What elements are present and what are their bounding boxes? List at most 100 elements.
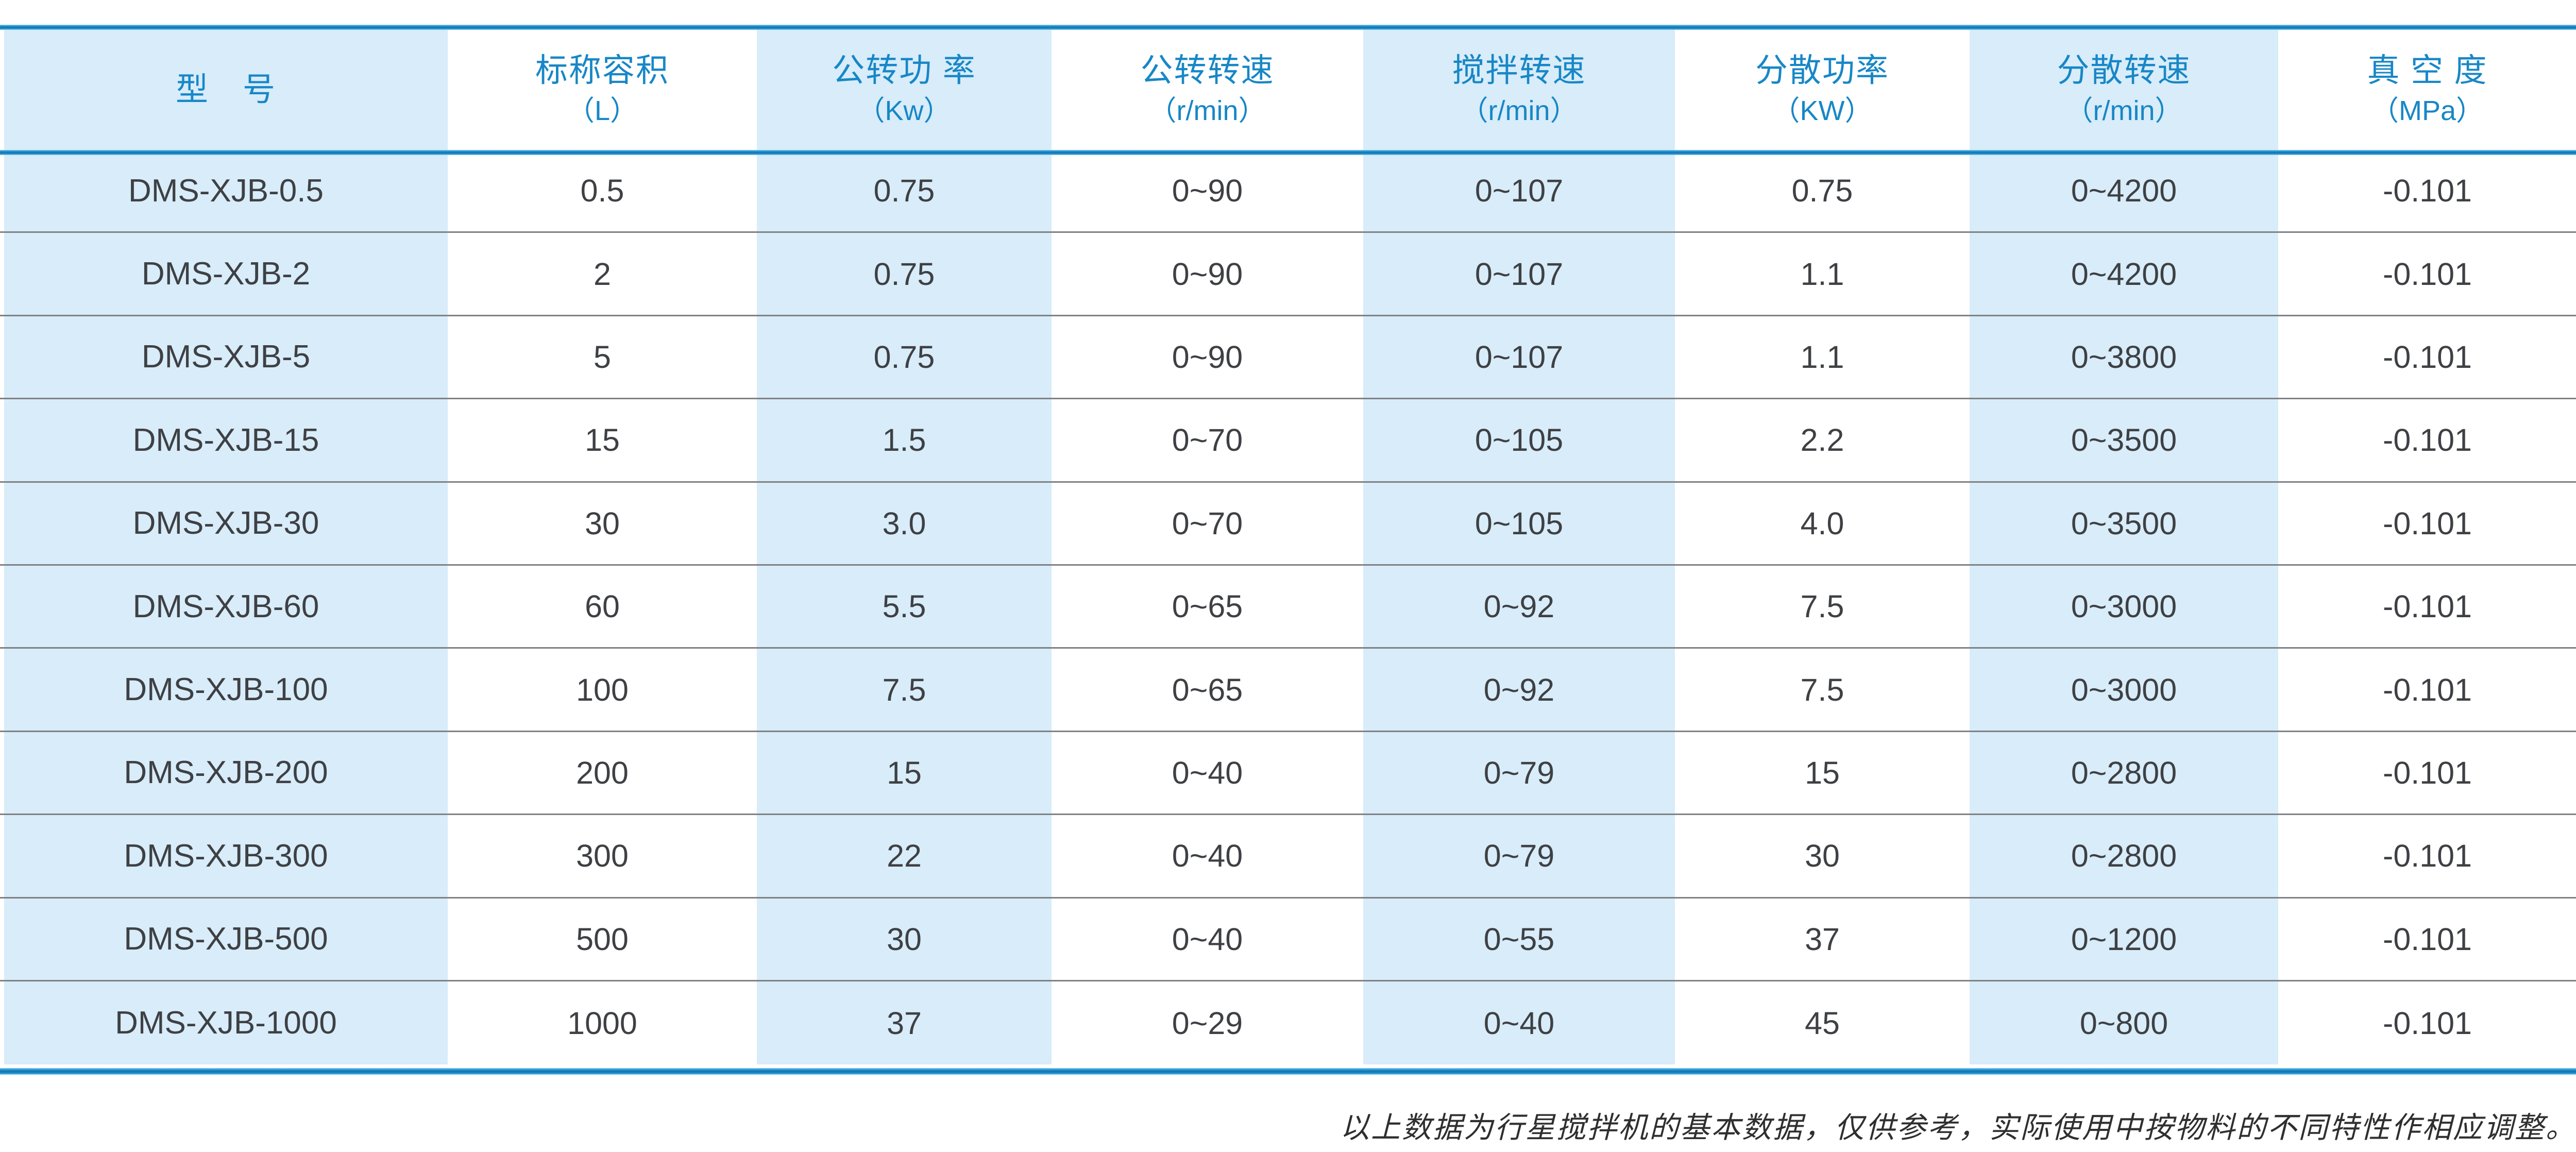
value-cell: 0~92 [1363, 649, 1675, 731]
header-unit: （KW） [1772, 95, 1873, 127]
value-cell: 0~107 [1363, 233, 1675, 315]
value-cell: 0~3000 [1970, 565, 2278, 648]
header-title: 真 空 度 [2367, 53, 2488, 89]
value-cell: -0.101 [2383, 256, 2472, 292]
value-cell: 0~70 [1172, 505, 1243, 541]
value-cell: 0~105 [1363, 482, 1675, 564]
value-cell: 60 [585, 589, 620, 624]
table-row: DMS-XJB-15 15 1.5 0~70 0~105 2.2 0~3500 -0.101 [0, 399, 2576, 483]
value-cell: 15 [1805, 755, 1840, 790]
value-cell: 0~79 [1363, 815, 1675, 897]
value-cell: 5.5 [757, 565, 1052, 648]
header-unit: （L） [566, 95, 638, 127]
value-cell: 0~55 [1363, 898, 1675, 980]
header-title: 公转转速 [1140, 53, 1275, 89]
table-row: DMS-XJB-2 2 0.75 0~90 0~107 1.1 0~4200 -0.101 [0, 233, 2576, 316]
header-title: 标称容积 [535, 53, 669, 89]
model-cell: DMS-XJB-15 [0, 399, 448, 481]
model-cell: DMS-XJB-100 [0, 649, 448, 731]
value-cell: 3.0 [757, 482, 1052, 564]
header-cell-4: 搅拌转速 （r/min） [1363, 30, 1675, 150]
value-cell: 0~90 [1172, 256, 1243, 292]
table-row: DMS-XJB-200 200 15 0~40 0~79 15 0~2800 -0.101 [0, 732, 2576, 816]
value-cell: 0.75 [757, 316, 1052, 398]
value-cell: 0~107 [1363, 150, 1675, 232]
value-cell: 200 [576, 755, 629, 790]
value-cell: 5 [594, 339, 611, 375]
header-cell-6: 分散转速 （r/min） [1970, 30, 2278, 150]
table-bottom-border [0, 1068, 2576, 1075]
table-header-row: 型 号 标称容积 （L） 公转功 率 （Kw） 公转转速 （r/min） 搅拌转速 （r/min… [0, 30, 2576, 150]
table-row: DMS-XJB-5 5 0.75 0~90 0~107 1.1 0~3800 -0.101 [0, 316, 2576, 400]
value-cell: 1000 [567, 1005, 637, 1041]
value-cell: 30 [757, 898, 1052, 980]
model-cell: DMS-XJB-5 [0, 316, 448, 398]
value-cell: 0~2800 [1970, 815, 2278, 897]
model-cell: DMS-XJB-1000 [0, 981, 448, 1065]
table-row: DMS-XJB-100 100 7.5 0~65 0~92 7.5 0~3000 -0.101 [0, 649, 2576, 732]
value-cell: 37 [1805, 921, 1840, 957]
header-title: 分散转速 [2057, 53, 2191, 89]
value-cell: 0~40 [1172, 921, 1243, 957]
value-cell: -0.101 [2383, 173, 2472, 209]
value-cell: 30 [1805, 838, 1840, 874]
value-cell: 7.5 [1800, 672, 1844, 707]
table-top-border [0, 25, 2576, 30]
value-cell: -0.101 [2383, 589, 2472, 624]
value-cell: 0.5 [580, 173, 624, 209]
header-title: 公转功 率 [832, 53, 976, 89]
value-cell: 0~3800 [1970, 316, 2278, 398]
value-cell: 0~105 [1363, 399, 1675, 481]
value-cell: 0~3500 [1970, 399, 2278, 481]
model-cell: DMS-XJB-200 [0, 732, 448, 814]
value-cell: 300 [576, 838, 629, 874]
value-cell: 0~65 [1172, 672, 1243, 707]
value-cell: 500 [576, 921, 629, 957]
value-cell: -0.101 [2383, 755, 2472, 790]
value-cell: 0.75 [1791, 173, 1853, 209]
header-cell-0: 型 号 [0, 30, 448, 150]
planetary-mixer-spec-table: 型 号 标称容积 （L） 公转功 率 （Kw） 公转转速 （r/min） 搅拌转速 （r/min… [0, 30, 2576, 1065]
value-cell: -0.101 [2383, 1005, 2472, 1041]
model-cell: DMS-XJB-30 [0, 482, 448, 564]
value-cell: 0.75 [757, 150, 1052, 232]
value-cell: 1.1 [1800, 339, 1844, 375]
table-row: DMS-XJB-500 500 30 0~40 0~55 37 0~1200 -0.101 [0, 898, 2576, 981]
value-cell: -0.101 [2383, 505, 2472, 541]
table-row: DMS-XJB-1000 1000 37 0~29 0~40 45 0~800 -0.101 [0, 981, 2576, 1065]
header-cell-1: 标称容积 （L） [448, 30, 757, 150]
value-cell: 0~4200 [1970, 233, 2278, 315]
value-cell: 7.5 [1800, 589, 1844, 624]
table-body: DMS-XJB-0.5 0.5 0.75 0~90 0~107 0.75 0~4200 -0.… [0, 150, 2576, 1065]
header-cell-7: 真 空 度 （MPa） [2278, 30, 2576, 150]
value-cell: 1.1 [1800, 256, 1844, 292]
value-cell: 0~1200 [1970, 898, 2278, 980]
value-cell: 2.2 [1800, 422, 1844, 458]
header-title: 型 号 [176, 71, 276, 108]
header-unit: （Kw） [857, 95, 952, 127]
value-cell: 0~90 [1172, 173, 1243, 209]
header-unit: （r/min） [1148, 95, 1266, 127]
model-cell: DMS-XJB-300 [0, 815, 448, 897]
header-cell-3: 公转转速 （r/min） [1052, 30, 1363, 150]
table-row: DMS-XJB-0.5 0.5 0.75 0~90 0~107 0.75 0~4200 -0.… [0, 150, 2576, 233]
value-cell: 15 [757, 732, 1052, 814]
model-cell: DMS-XJB-60 [0, 565, 448, 648]
value-cell: 0~92 [1363, 565, 1675, 648]
value-cell: 7.5 [757, 649, 1052, 731]
model-cell: DMS-XJB-2 [0, 233, 448, 315]
value-cell: 0~40 [1363, 981, 1675, 1065]
value-cell: 0~4200 [1970, 150, 2278, 232]
value-cell: -0.101 [2383, 672, 2472, 707]
header-unit: （r/min） [1460, 95, 1578, 127]
header-cell-2: 公转功 率 （Kw） [757, 30, 1052, 150]
model-cell: DMS-XJB-0.5 [0, 150, 448, 232]
value-cell: 0.75 [757, 233, 1052, 315]
value-cell: 0~90 [1172, 339, 1243, 375]
model-cell: DMS-XJB-500 [0, 898, 448, 980]
value-cell: 2 [594, 256, 611, 292]
value-cell: 0~65 [1172, 589, 1243, 624]
table-row: DMS-XJB-30 30 3.0 0~70 0~105 4.0 0~3500 -0.101 [0, 482, 2576, 566]
header-cell-5: 分散功率 （KW） [1675, 30, 1970, 150]
disclaimer-note: 以上数据为行星搅拌机的基本数据，仅供参考，实际使用中按物料的不同特性作相应调整。 [1340, 1111, 2576, 1145]
